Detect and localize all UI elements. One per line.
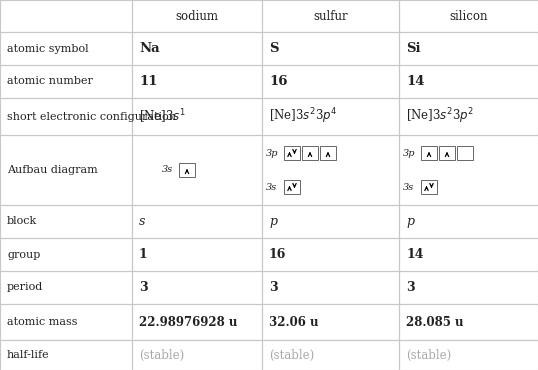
Text: half-life: half-life: [7, 350, 49, 360]
Bar: [399, 0, 538, 32]
Text: silicon: silicon: [449, 10, 488, 23]
Bar: [399, 271, 538, 304]
Text: 32.06 u: 32.06 u: [269, 316, 318, 329]
Bar: [399, 98, 538, 135]
Text: 16: 16: [269, 248, 286, 261]
Text: 3: 3: [139, 281, 147, 294]
Bar: [0, 205, 132, 238]
Bar: [399, 340, 538, 370]
Text: period: period: [7, 283, 43, 293]
Bar: [0, 65, 132, 98]
Text: Si: Si: [406, 42, 421, 55]
Text: 3: 3: [406, 281, 415, 294]
Text: 3s: 3s: [266, 182, 277, 192]
Bar: [284, 146, 300, 160]
Text: atomic number: atomic number: [7, 77, 93, 87]
Bar: [399, 238, 538, 271]
Bar: [0, 0, 132, 32]
Text: 16: 16: [269, 75, 287, 88]
Bar: [421, 180, 437, 194]
Text: p: p: [406, 215, 414, 228]
Text: 1: 1: [139, 248, 148, 261]
Text: 3: 3: [269, 281, 278, 294]
Text: 14: 14: [406, 75, 424, 88]
Bar: [132, 65, 262, 98]
Bar: [0, 98, 132, 135]
Bar: [262, 98, 399, 135]
Bar: [262, 205, 399, 238]
Bar: [0, 271, 132, 304]
Bar: [399, 32, 538, 65]
Text: 14: 14: [406, 248, 423, 261]
Bar: [132, 304, 262, 340]
Text: atomic mass: atomic mass: [7, 317, 77, 327]
Bar: [439, 146, 455, 160]
Bar: [132, 238, 262, 271]
Bar: [0, 340, 132, 370]
Bar: [132, 205, 262, 238]
Bar: [262, 65, 399, 98]
Bar: [262, 238, 399, 271]
Text: group: group: [7, 249, 40, 259]
Text: 11: 11: [139, 75, 158, 88]
Text: sodium: sodium: [175, 10, 218, 23]
Bar: [132, 271, 262, 304]
Text: 3p: 3p: [403, 148, 415, 158]
Text: p: p: [269, 215, 277, 228]
Bar: [262, 135, 399, 205]
Bar: [179, 163, 195, 177]
Bar: [0, 32, 132, 65]
Bar: [262, 340, 399, 370]
Bar: [0, 238, 132, 271]
Text: Aufbau diagram: Aufbau diagram: [7, 165, 98, 175]
Text: (stable): (stable): [406, 349, 451, 361]
Text: 28.085 u: 28.085 u: [406, 316, 464, 329]
Bar: [457, 146, 473, 160]
Bar: [0, 304, 132, 340]
Bar: [262, 304, 399, 340]
Bar: [132, 135, 262, 205]
Bar: [262, 271, 399, 304]
Bar: [284, 180, 300, 194]
Bar: [262, 32, 399, 65]
Text: Na: Na: [139, 42, 160, 55]
Text: sulfur: sulfur: [313, 10, 348, 23]
Bar: [132, 32, 262, 65]
Text: (stable): (stable): [139, 349, 184, 361]
Text: short electronic configuration: short electronic configuration: [7, 111, 176, 121]
Bar: [399, 205, 538, 238]
Bar: [399, 304, 538, 340]
Text: [Ne]3$s^2$3$p^4$: [Ne]3$s^2$3$p^4$: [269, 107, 337, 126]
Bar: [399, 65, 538, 98]
Bar: [132, 340, 262, 370]
Text: 3s: 3s: [162, 165, 173, 175]
Bar: [0, 135, 132, 205]
Text: 3s: 3s: [403, 182, 414, 192]
Bar: [421, 146, 437, 160]
Text: [Ne]3$s^2$3$p^2$: [Ne]3$s^2$3$p^2$: [406, 107, 474, 126]
Bar: [132, 98, 262, 135]
Bar: [320, 146, 336, 160]
Text: s: s: [139, 215, 145, 228]
Bar: [302, 146, 318, 160]
Text: 22.98976928 u: 22.98976928 u: [139, 316, 237, 329]
Text: [Ne]3$s^1$: [Ne]3$s^1$: [139, 107, 186, 126]
Bar: [262, 0, 399, 32]
Text: (stable): (stable): [269, 349, 314, 361]
Text: S: S: [269, 42, 279, 55]
Text: block: block: [7, 216, 37, 226]
Text: atomic symbol: atomic symbol: [7, 44, 89, 54]
Bar: [132, 0, 262, 32]
Text: 3p: 3p: [266, 148, 279, 158]
Bar: [399, 135, 538, 205]
